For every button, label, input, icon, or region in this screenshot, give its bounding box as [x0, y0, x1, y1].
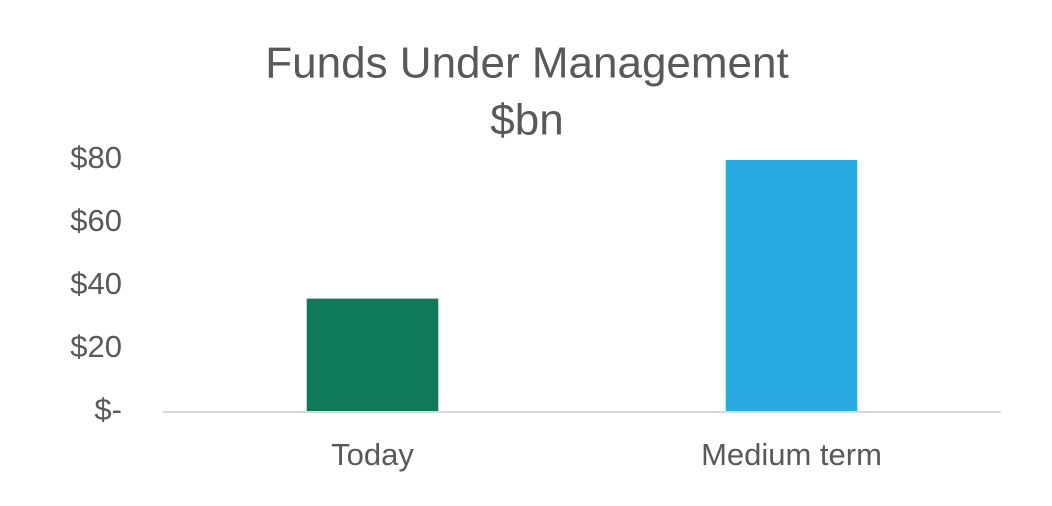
y-tick-label: $-: [94, 392, 122, 427]
y-tick-label: $20: [70, 329, 122, 364]
bar: [306, 298, 439, 412]
x-tick-label: Medium term: [701, 437, 882, 472]
bar: [725, 160, 858, 412]
chart-subtitle: $bn: [490, 96, 563, 145]
chart-title: Funds Under Management: [265, 39, 788, 88]
x-tick-label: Today: [331, 437, 414, 472]
y-tick-label: $80: [70, 140, 122, 175]
y-tick-label: $40: [70, 266, 122, 301]
y-tick-label: $60: [70, 203, 122, 238]
